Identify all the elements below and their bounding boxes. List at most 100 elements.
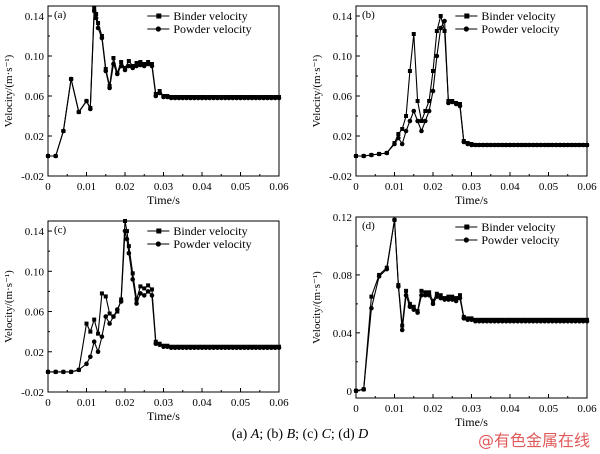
powder-point [353,153,359,159]
y-axis-label: Velocity/(m·s⁻¹) [311,54,323,127]
powder-point [469,142,474,148]
powder-point [500,318,505,324]
powder-point [61,369,66,375]
powder-point [218,345,224,351]
binder-point [107,311,112,316]
powder-point [496,142,501,148]
binder-point [94,12,99,16]
powder-point [557,318,563,324]
powder-point [234,345,239,351]
legend-marker-square [464,13,470,19]
binder-point [88,329,93,334]
legend-marker-circle [155,241,161,247]
powder-point [180,95,186,101]
powder-point [245,95,251,101]
powder-point [403,292,409,298]
y-tick-label: 0.12 [333,212,352,224]
powder-point [253,345,259,351]
powder-point [124,236,130,242]
powder-point [511,142,517,148]
x-tick-label: 0.06 [269,397,289,409]
powder-point [195,345,201,351]
legend-label: Binder velocity [173,224,247,238]
legend-marker-circle [463,237,469,243]
powder-point [222,345,228,351]
powder-point [438,25,444,31]
powder-point [361,153,367,159]
powder-point [88,354,93,360]
powder-point [172,345,178,351]
powder-point [353,388,359,394]
powder-point [126,63,132,69]
legend-label: Powder velocity [481,22,559,36]
powder-point [461,316,467,321]
x-tick-label: 0 [353,181,359,193]
legend-marker-circle [155,26,161,32]
binder-point [431,298,435,303]
x-tick-label: 0 [45,397,51,409]
y-tick-label: 0.02 [25,131,44,143]
y-tick-label: 0.06 [25,307,45,319]
powder-point [492,318,497,324]
binder-point [134,297,139,302]
powder-point [419,292,424,298]
powder-point [91,8,97,14]
powder-point [461,139,467,145]
powder-point [276,95,282,101]
x-tick-label: 0.03 [462,403,482,415]
y-tick-label: 0.02 [25,347,44,359]
powder-point [165,344,170,350]
powder-point [99,334,105,339]
binder-point [396,132,401,136]
powder-point [269,95,274,101]
powder-point [95,349,101,355]
binder-point [400,127,405,131]
y-tick-label: 0.02 [333,131,352,143]
powder-point [457,103,463,109]
powder-point [176,345,182,351]
powder-point [111,314,116,319]
x-axis-label: Time/s [147,193,180,207]
x-tick-label: 0.01 [77,397,96,409]
powder-point [426,292,432,298]
powder-point [446,100,451,106]
powder-point [465,317,470,323]
legend-label: Powder velocity [173,22,251,36]
powder-point [107,321,112,326]
binder-point [130,271,135,276]
powder-point [561,318,567,324]
powder-point [172,95,178,101]
caption-label-a: A [250,427,260,442]
powder-point [184,95,189,101]
powder-point [180,345,186,351]
binder-point [434,29,439,33]
binder-point [407,69,412,73]
powder-point [122,228,128,234]
powder-point [515,318,520,324]
binder-point [126,244,131,249]
powder-point [222,95,228,101]
powder-point [407,118,413,124]
powder-point [369,152,374,158]
legend-label: Powder velocity [481,233,559,247]
binder-point [146,283,151,288]
y-tick-label: 0.10 [25,266,45,278]
binder-point [415,99,420,103]
powder-point [91,339,97,345]
x-tick-label: 0.04 [192,397,212,409]
caption-part-d: ; (d) [330,427,359,442]
caption-label-b: B [286,427,296,442]
y-tick-label: 0.14 [333,11,353,23]
y-axis-label: Velocity/(m·s⁻¹) [3,270,15,343]
powder-point [53,369,58,375]
powder-point [138,62,143,68]
binder-point [411,304,416,309]
powder-point [376,151,382,157]
binder-point [138,60,143,64]
powder-point [480,142,486,148]
powder-point [550,318,555,324]
powder-point [111,61,116,67]
powder-point [453,101,459,107]
chart-panel-3: 0 0.01 0.02 0.03 0.04 0.05 0.06 0 0.04 0.08 0.12 Ti… [311,212,597,429]
